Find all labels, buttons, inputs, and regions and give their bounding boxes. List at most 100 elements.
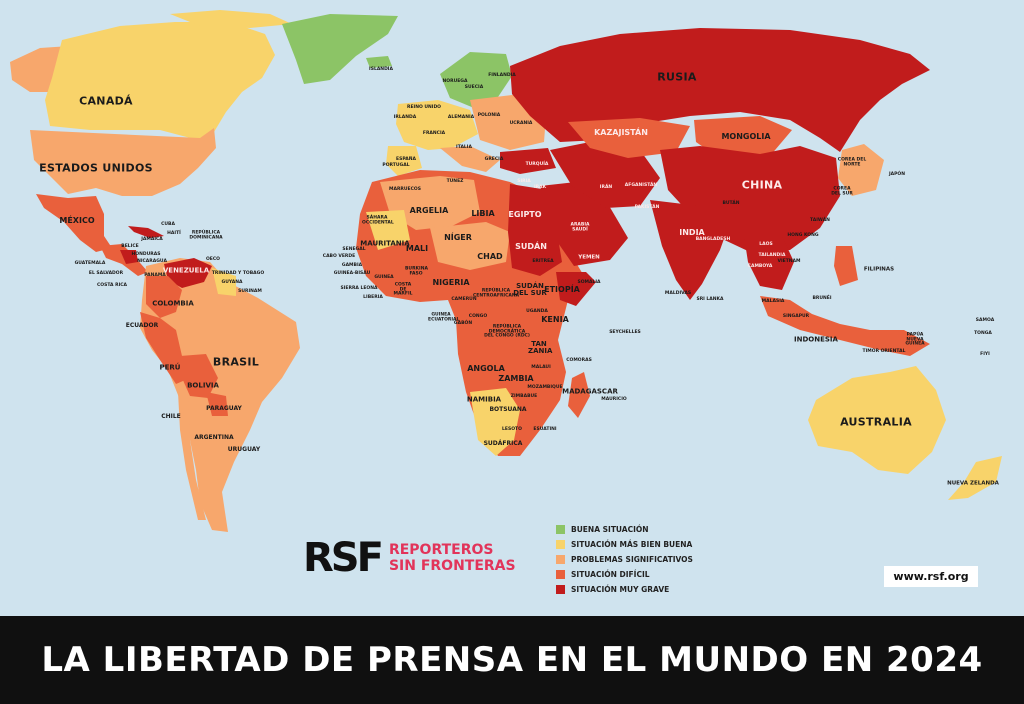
label-bolivia: BOLIVIA: [187, 381, 219, 390]
region-iceland: [366, 56, 392, 68]
map-shapes: [10, 10, 1002, 532]
label-eritrea: ERITREA: [532, 258, 554, 264]
label-laos: LAOS: [759, 241, 773, 247]
label-honduras: HONDURAS: [131, 251, 161, 257]
region-iberia: [386, 146, 422, 176]
label-portugal: PORTUGAL: [382, 162, 410, 168]
rsf-logo-words: REPORTEROS SIN FRONTERAS: [389, 542, 516, 574]
label-espana: ESPAÑA: [396, 156, 416, 162]
label-vietnam: VIETNAM: [777, 258, 801, 264]
label-sudan-del-sur: SUDÁN DEL SUR: [513, 282, 547, 297]
region-mongolia: [694, 116, 792, 156]
label-corea-sur: COREA DEL SUR: [831, 186, 853, 196]
label-burkina-faso: BURKINA FASO: [405, 266, 428, 276]
label-iran: IRÁN: [599, 184, 613, 190]
label-pakistan: PAKISTÁN: [634, 204, 660, 210]
label-seychelles: SEYCHELLES: [609, 329, 641, 335]
label-hong-kong: HONG KONG: [787, 232, 819, 238]
legend-item: SITUACIÓN MUY GRAVE: [556, 582, 693, 597]
label-chile: CHILE: [161, 413, 181, 420]
label-brasil: BRASIL: [212, 355, 260, 369]
region-canada: [45, 22, 275, 140]
label-somalia: SOMALIA: [577, 279, 601, 285]
label-costa-de-marfil: COSTA DE MARFIL: [393, 282, 413, 297]
label-noruega: NORUEGA: [442, 78, 468, 84]
region-southeast-asia: [744, 236, 794, 290]
label-rusia: RUSIA: [657, 70, 697, 84]
region-chile: [178, 392, 206, 520]
label-kazajistan: KAZAJISTÁN: [594, 128, 648, 137]
region-korea-japan: [838, 144, 884, 196]
label-alemania: ALEMANIA: [447, 114, 475, 120]
title-banner: LA LIBERTAD DE PRENSA EN EL MUNDO EN 202…: [0, 616, 1024, 704]
label-tanzania: TAN ZANIA: [528, 340, 553, 355]
label-bangladesh: BANGLADESH: [695, 236, 731, 242]
legend-label: SITUACIÓN MÁS BIEN BUENA: [571, 540, 693, 549]
region-southern-africa: [470, 388, 520, 456]
region-kazakhstan: [568, 118, 690, 158]
brand-line-1: REPORTEROS: [388, 542, 494, 558]
label-taiwan: TAIWÁN: [810, 217, 830, 223]
label-sahara-occidental: SÁHARA OCCIDENTAL: [362, 215, 394, 225]
label-belice: BELICE: [121, 243, 139, 249]
label-reino-unido: REINO UNIDO: [406, 104, 442, 110]
label-oeco: OECO: [205, 256, 221, 262]
label-mozambique: MOZAMBIQUE: [527, 384, 563, 390]
label-egipto: EGIPTO: [508, 210, 542, 219]
label-ecuador: ECUADOR: [125, 322, 159, 329]
label-sudafrica: SUDÁFRICA: [483, 440, 523, 447]
label-nigeria: NIGERIA: [432, 278, 470, 287]
label-siria: SIRIA: [517, 178, 531, 184]
label-mali: MALI: [405, 244, 429, 253]
legend-swatch: [556, 585, 565, 594]
label-arabia-saudi: ARABIA SAUDÍ: [570, 222, 590, 232]
label-mauricio: MAURICIO: [601, 396, 627, 402]
label-venezuela: VENEZUELA: [162, 266, 210, 275]
label-rdc: REPÚBLICA DEMOCRÁTICA DEL CONGO (RDC): [484, 324, 530, 339]
region-horn: [556, 272, 596, 306]
region-greenland: [282, 14, 398, 84]
label-malaui: MALAUI: [531, 364, 551, 370]
label-nueva-zelanda: NUEVA ZELANDA: [947, 480, 999, 487]
region-indonesia: [760, 296, 930, 356]
label-grecia: GRECIA: [484, 156, 504, 162]
label-guyana: GUYANA: [221, 279, 243, 285]
page-title: LA LIBERTAD DE PRENSA EN EL MUNDO EN 202…: [41, 640, 983, 680]
legend-swatch: [556, 570, 565, 579]
legend-item: PROBLEMAS SIGNIFICATIVOS: [556, 552, 693, 567]
label-guinea-bisau: GUINEA-BISÁU: [333, 270, 371, 276]
rsf-logo: RSF REPORTEROS SIN FRONTERAS: [303, 538, 516, 578]
label-nicaragua: NICARAGUA: [137, 258, 167, 264]
label-yemen: YEMEN: [578, 254, 600, 261]
label-botsuana: BOTSUANA: [489, 406, 527, 413]
world-map: RUSIA CANADÁ ESTADOS UNIDOS CHINA BRASIL…: [0, 0, 1024, 616]
label-turquia: TURQUÍA: [525, 161, 549, 167]
legend-label: SITUACIÓN DIFÍCIL: [571, 570, 650, 579]
label-niger: NÍGER: [444, 233, 472, 242]
label-estados-unidos: ESTADOS UNIDOS: [39, 161, 153, 175]
region-cuba: [128, 226, 164, 238]
label-sudan: SUDÁN: [515, 242, 547, 251]
label-mauritania: MAURITANIA: [360, 239, 410, 248]
label-tunez: TÚNEZ: [446, 178, 464, 184]
label-etiopia: ETIOPÍA: [544, 285, 580, 294]
label-irak: IRAK: [533, 184, 547, 190]
label-haiti: HAITÍ: [167, 230, 181, 236]
label-mexico: MÉXICO: [59, 216, 95, 225]
label-zimbabue: ZIMBABUE: [510, 393, 538, 399]
label-tailandia: TAILANDIA: [758, 252, 786, 258]
label-costa-rica: COSTA RICA: [96, 282, 128, 288]
label-ucrania: UCRANIA: [509, 120, 533, 126]
label-papua: PAPÚA NUEVA GUINEA: [905, 332, 925, 347]
label-canada: CANADÁ: [79, 94, 133, 108]
label-chad: CHAD: [477, 252, 503, 261]
label-china: CHINA: [741, 178, 783, 192]
label-australia: AUSTRALIA: [840, 415, 912, 429]
label-afganistan: AFGANISTÁN: [624, 182, 658, 188]
label-panama: PANAMÁ: [144, 272, 166, 278]
label-trinidad: TRINIDAD Y TOBAGO: [211, 270, 265, 276]
label-lesoto: LESOTO: [502, 426, 522, 432]
label-liberia: LIBERIA: [363, 294, 383, 300]
label-francia: FRANCIA: [422, 130, 446, 136]
label-surinam: SURINAM: [238, 288, 262, 294]
